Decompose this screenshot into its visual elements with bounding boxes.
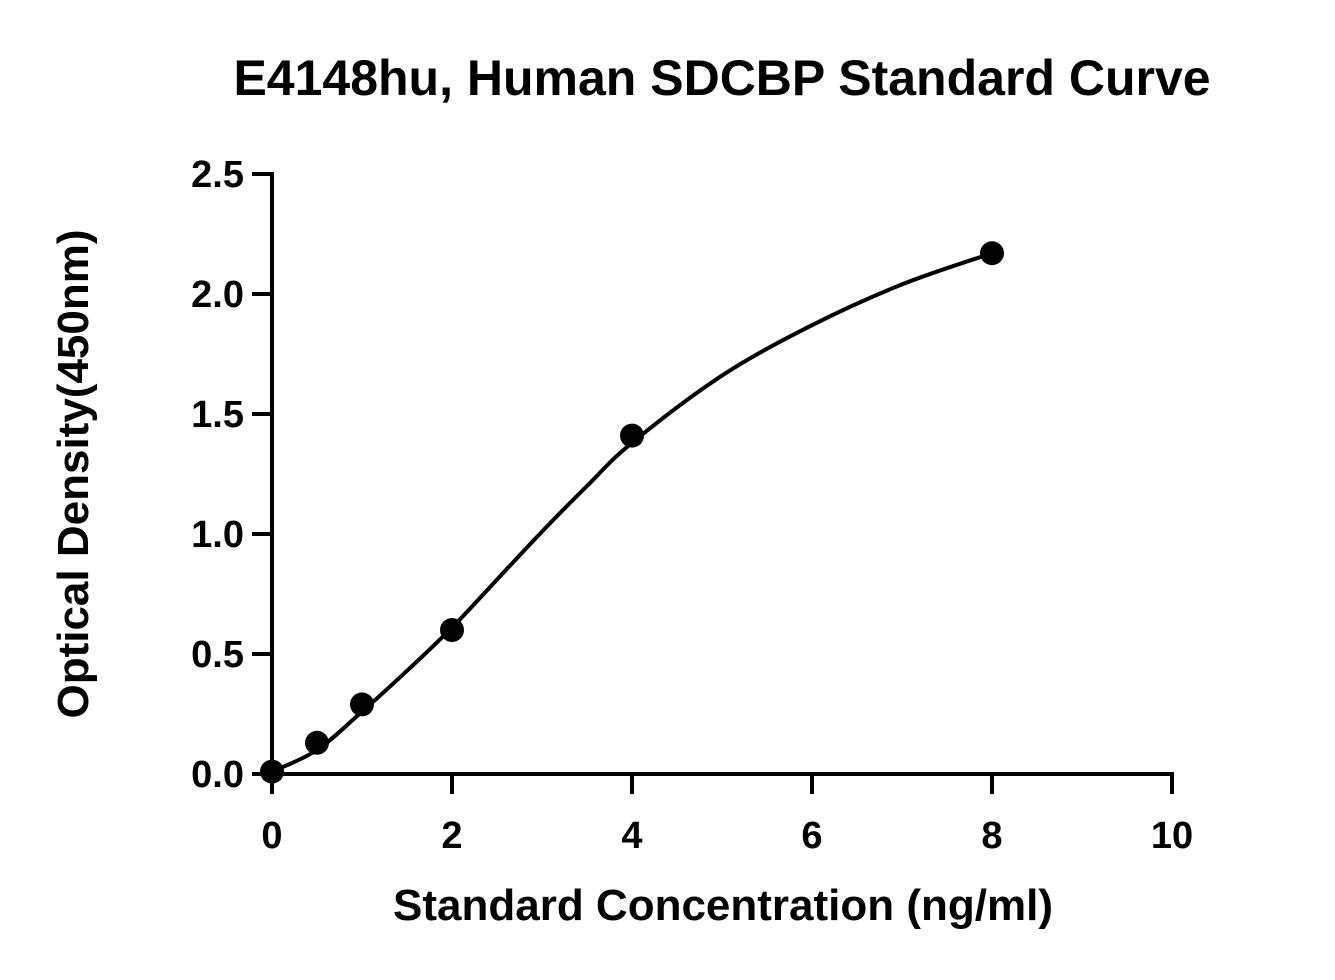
data-point	[260, 759, 284, 784]
data-point	[620, 423, 644, 448]
x-tick-label: 10	[1151, 815, 1193, 857]
data-points	[260, 241, 1004, 784]
y-tick-label: 0.5	[191, 634, 244, 676]
data-point	[440, 618, 464, 642]
x-tick-label: 4	[621, 815, 642, 857]
y-tick-label: 1.0	[191, 514, 244, 556]
data-point	[980, 241, 1004, 266]
data-point	[350, 692, 374, 717]
fit-curve-line	[271, 251, 993, 774]
fit-curve-group	[271, 251, 993, 774]
x-tick-label: 6	[801, 815, 822, 857]
y-tick-label: 0.0	[191, 754, 244, 796]
axes: 0.0 0.5 1.0 1.5 2.0 2.5 0 2 4 6 8 10	[191, 154, 1193, 857]
x-tick-label: 8	[981, 815, 1002, 857]
x-tick-label: 0	[261, 815, 282, 857]
y-tick-label: 2.0	[191, 274, 244, 316]
y-tick-label: 2.5	[191, 154, 244, 196]
x-tick-label: 2	[441, 815, 462, 857]
x-axis-label: Standard Concentration (ng/ml)	[393, 881, 1053, 930]
y-tick-label: 1.5	[191, 394, 244, 436]
y-axis-label: Optical Density(450nm)	[49, 229, 98, 718]
chart-title: E4148hu, Human SDCBP Standard Curve	[233, 50, 1210, 106]
data-point	[305, 730, 329, 755]
